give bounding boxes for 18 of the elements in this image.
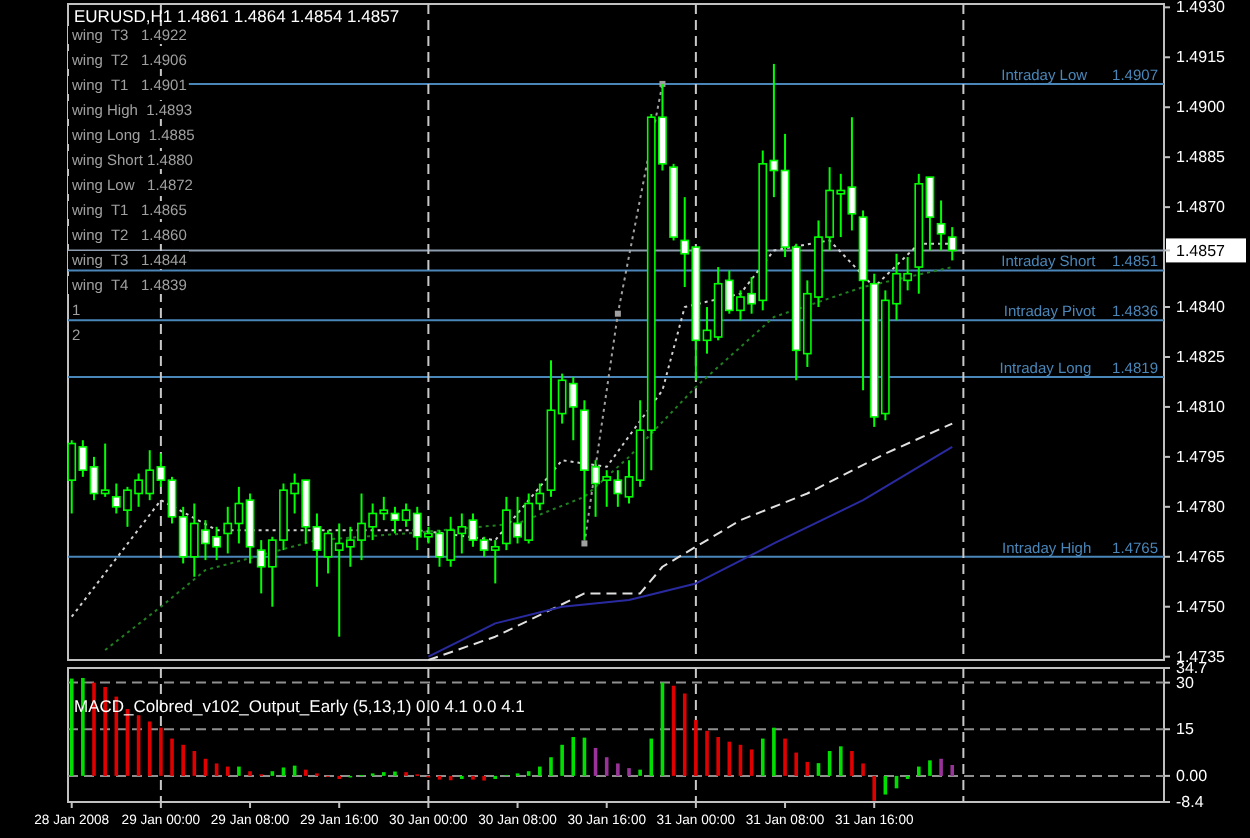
y-tick-label: 15 <box>1176 720 1195 739</box>
chart-title: EURUSD,H1 1.4861 1.4864 1.4854 1.4857 <box>74 6 400 26</box>
y-tick-label: 0.00 <box>1176 767 1209 785</box>
y-tick-label: 1.4857 <box>1176 241 1227 260</box>
y-tick-label: 1.4795 <box>1176 447 1227 466</box>
y-tick-label: 30 <box>1176 673 1195 692</box>
y-tick-label: 1.4885 <box>1176 148 1227 167</box>
y-tick-label: 1.4930 <box>1176 0 1227 17</box>
y-tick-label: 1.4870 <box>1176 198 1227 217</box>
y-tick-label: 1.4915 <box>1176 48 1227 67</box>
y-tick-label: 1.4825 <box>1176 348 1227 367</box>
y-tick-label: 1.4750 <box>1176 597 1227 616</box>
y-tick-label: 1.4900 <box>1176 98 1227 117</box>
y-tick-label: 1.4780 <box>1176 497 1227 516</box>
y-tick-label: 1.4840 <box>1176 298 1227 317</box>
y-tick-label: 1.4765 <box>1176 547 1227 566</box>
y-tick-label: -8.4 <box>1176 793 1205 812</box>
y-tick-label: 1.4810 <box>1176 398 1227 417</box>
